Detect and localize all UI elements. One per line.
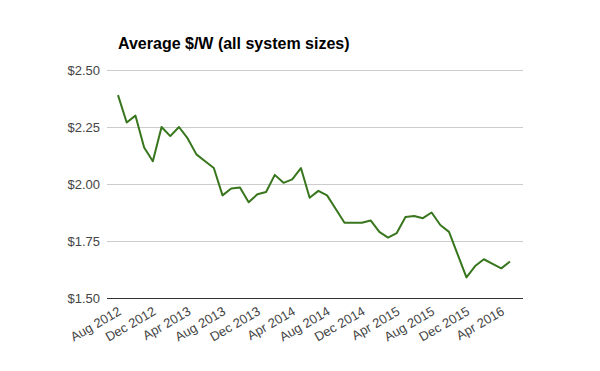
grid-line [107,241,523,242]
y-tick-label: $1.50 [67,291,100,306]
line [118,95,510,277]
series [118,95,510,277]
grid-line [107,184,523,185]
chart: Average $/W (all system sizes) $1.50 $1.75… [0,0,600,371]
y-tick-label: $2.50 [67,63,100,78]
y-tick-label: $2.00 [67,177,100,192]
grid-line [107,127,523,128]
title: Average $/W (all system sizes) [118,35,350,52]
y-tick-label: $2.25 [67,120,100,135]
y-tick-label: $1.75 [67,234,100,249]
x-tick-label: Apr 2016 [454,304,507,343]
x-axis [107,298,523,299]
grid-line [107,70,523,71]
grid-line [107,298,523,299]
